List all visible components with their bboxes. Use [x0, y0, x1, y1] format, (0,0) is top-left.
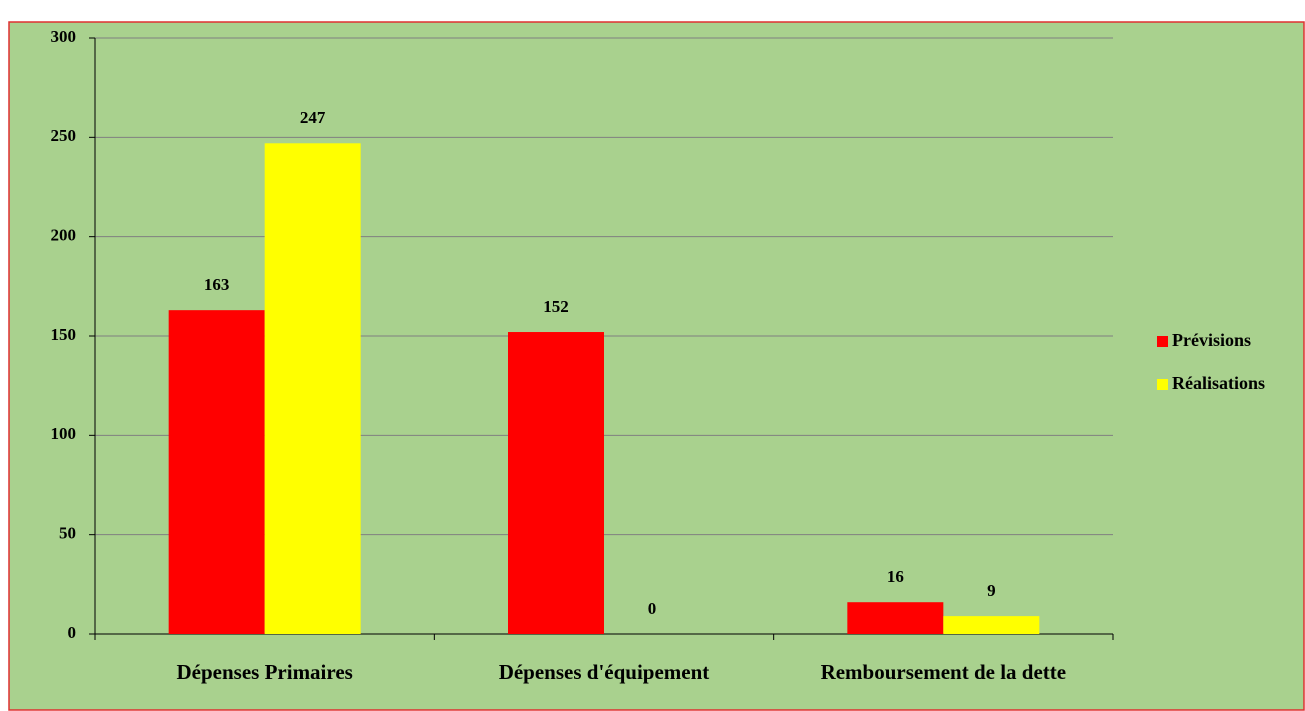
data-label: 152 — [543, 297, 569, 316]
x-tick-label: Dépenses Primaires — [177, 660, 353, 684]
bar — [943, 616, 1040, 634]
y-tick-label: 100 — [51, 424, 77, 443]
y-tick-label: 250 — [51, 126, 77, 145]
y-tick-label: 300 — [51, 27, 77, 46]
bar — [508, 332, 604, 634]
y-tick-label: 50 — [59, 524, 76, 543]
legend-swatch — [1157, 336, 1168, 347]
bar — [847, 602, 944, 634]
legend-swatch — [1157, 379, 1168, 390]
x-tick-label: Remboursement de la dette — [821, 660, 1067, 684]
data-label: 0 — [648, 599, 657, 618]
y-tick-label: 200 — [51, 226, 77, 245]
legend-label: Réalisations — [1172, 373, 1265, 393]
data-label: 9 — [987, 581, 996, 600]
y-tick-label: 150 — [51, 325, 77, 344]
legend-label: Prévisions — [1172, 330, 1251, 350]
y-tick-label: 0 — [68, 623, 77, 642]
data-label: 16 — [887, 567, 904, 586]
data-label: 163 — [204, 275, 230, 294]
x-tick-label: Dépenses d'équipement — [499, 660, 710, 684]
data-label: 247 — [300, 108, 326, 127]
bar — [264, 143, 361, 634]
bar — [168, 310, 265, 634]
